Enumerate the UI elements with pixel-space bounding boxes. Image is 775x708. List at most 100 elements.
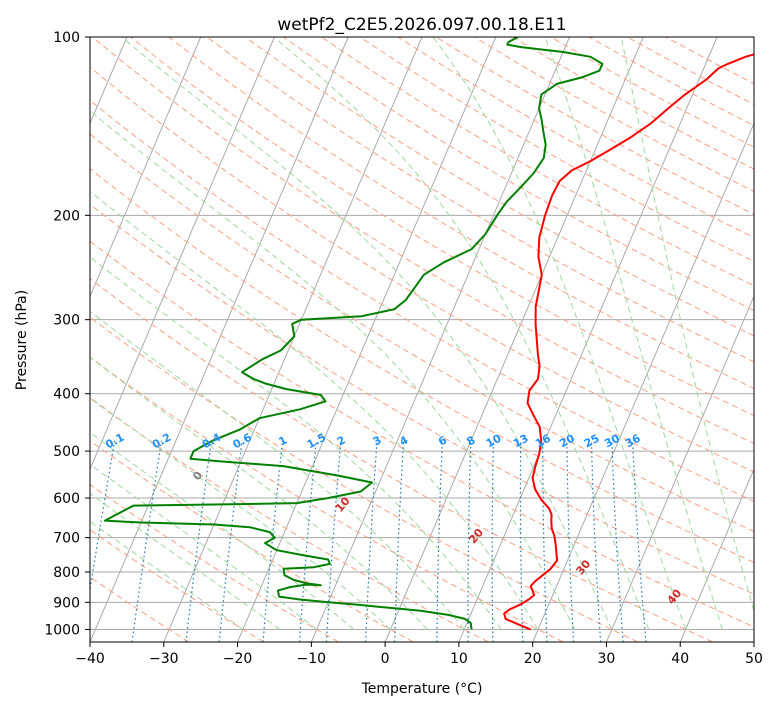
mixing-ratio-label: 1 (276, 434, 289, 449)
moist-adiabat-label: 40 (665, 587, 685, 607)
isotherm-line (753, 640, 754, 642)
axis-layer: −40 −30 −20 −10 0 10 20 30 40 5010020030040050060… (44, 30, 763, 667)
y-tick-label: 200 (53, 208, 80, 224)
dewpoint-profile-line (103, 37, 604, 630)
y-tick-label: 500 (53, 444, 80, 460)
mixing-ratio-line (542, 440, 548, 642)
dry-adiabat-line (90, 316, 639, 642)
x-tick-label: 10 (450, 651, 468, 667)
isotherm-line (532, 122, 754, 642)
mixing-ratio-line (519, 440, 524, 642)
y-tick-label: 1000 (44, 622, 80, 638)
mixing-ratio-label: 0.4 (200, 431, 224, 452)
dry-adiabat-line (665, 37, 754, 85)
dry-adiabat-line (90, 133, 754, 533)
moist-adiabat-line (90, 493, 281, 630)
moist-adiabat-line (432, 37, 687, 630)
mixing-ratio-label: 6 (436, 433, 449, 448)
mixing-ratio-line (632, 440, 647, 642)
dry-adiabat-line (550, 37, 754, 148)
dry-adiabat-line (90, 397, 489, 642)
dry-adiabat-line (244, 37, 754, 337)
dry-adiabat-line (359, 37, 754, 263)
mixing-ratio-label: 25 (582, 432, 602, 451)
y-tick-label: 400 (53, 387, 80, 403)
moist-adiabat-line (90, 396, 391, 630)
mixing-ratio-line (90, 440, 116, 594)
plot-frame (89, 36, 755, 643)
mixing-ratio-line (365, 440, 378, 642)
moist-adiabat-line (90, 463, 317, 630)
mixing-ratio-label: 0.1 (103, 431, 126, 452)
moist-adiabat-label: 0 (190, 469, 205, 483)
data-layer (103, 37, 754, 631)
dry-adiabat-line (283, 37, 754, 312)
dry-adiabat-line (90, 440, 414, 642)
mixing-ratio-line (131, 440, 163, 642)
mixing-ratio-label: 13 (511, 432, 531, 451)
mixing-ratio-line (467, 440, 472, 642)
moist-adiabat-line (90, 431, 354, 630)
isotherm-line (384, 37, 644, 642)
moist-adiabat-label: 30 (574, 557, 594, 577)
mixing-ratio-line (218, 440, 243, 642)
mixing-ratio-label: 20 (557, 432, 577, 451)
mixing-ratio-label: 36 (623, 432, 643, 451)
grid-layer (90, 37, 754, 642)
isotherm-line (237, 37, 497, 642)
temperature-profile-line (503, 53, 754, 631)
mixing-ratio-label: 16 (533, 432, 553, 451)
mixing-ratio-line (566, 440, 575, 642)
dry-adiabat-line (90, 240, 754, 628)
x-axis-label: Temperature (°C) (361, 681, 483, 697)
isotherm-line (90, 37, 275, 471)
isotherm-line (458, 37, 718, 642)
y-tick-label: 100 (53, 30, 80, 46)
mixing-ratio-line (611, 440, 624, 642)
dry-adiabat-line (90, 483, 339, 642)
y-axis-label: Pressure (hPa) (14, 290, 30, 390)
mixing-ratio-line (491, 440, 494, 642)
dry-adiabat-line (627, 37, 754, 106)
y-tick-label: 700 (53, 531, 80, 547)
isotherm-line (605, 295, 754, 642)
mixing-ratio-label: 0.6 (231, 431, 255, 452)
x-tick-label: −20 (223, 651, 253, 667)
moist-adiabat-line (90, 356, 428, 630)
moist-adiabat-line (90, 310, 465, 630)
x-tick-label: 50 (745, 651, 763, 667)
moist-adiabat-line (620, 37, 754, 613)
x-tick-label: 20 (524, 651, 542, 667)
x-tick-label: 40 (671, 651, 689, 667)
mixing-ratio-line (262, 440, 284, 642)
mixing-ratio-label: 1.5 (305, 431, 328, 452)
isotherm-line (90, 37, 202, 298)
mixing-ratio-label: 2 (335, 434, 348, 449)
dry-adiabat-line (474, 37, 754, 192)
moist-adiabat-line (544, 37, 723, 630)
mixing-ratio-line (436, 440, 443, 642)
dry-adiabat-line (91, 37, 754, 445)
mixing-ratio-line (325, 440, 342, 642)
y-tick-label: 800 (53, 565, 80, 581)
mixing-ratio-label: 3 (371, 434, 384, 449)
moist-adiabat-line (121, 37, 613, 630)
x-tick-label: 0 (381, 651, 390, 667)
mixing-ratio-line (299, 440, 317, 642)
x-tick-label: 30 (598, 651, 616, 667)
isotherm-line (679, 467, 754, 642)
dry-adiabat-line (168, 37, 754, 389)
x-tick-label: −30 (149, 651, 179, 667)
dry-adiabat-line (90, 99, 754, 502)
isotherm-line (163, 37, 423, 642)
moist-adiabat-line (273, 37, 650, 630)
y-tick-label: 300 (53, 313, 80, 329)
x-tick-label: −40 (75, 651, 105, 667)
mixing-ratio-line (590, 440, 602, 642)
x-tick-label: −10 (297, 651, 327, 667)
dry-adiabat-line (90, 356, 564, 642)
y-tick-label: 900 (53, 595, 80, 611)
y-tick-label: 600 (53, 491, 80, 507)
isotherm-line (90, 37, 349, 642)
